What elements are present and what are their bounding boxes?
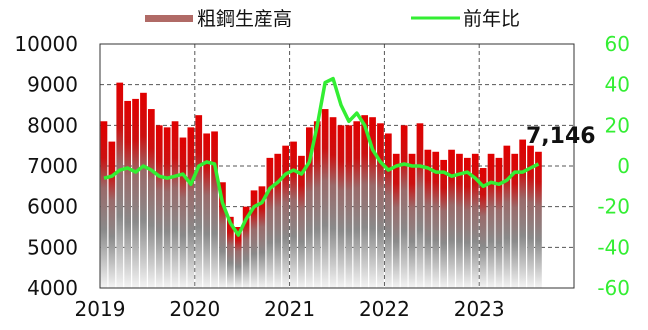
bar-2023-02: [487, 153, 495, 288]
right-tick-label: 40: [605, 73, 630, 97]
right-tick-label: 60: [605, 32, 630, 56]
bar-2021-07: [337, 125, 345, 288]
bar-2022-09: [448, 149, 455, 288]
bar-2019-09: [163, 127, 171, 288]
bar-2020-05: [227, 216, 234, 288]
bar-2020-10: [266, 157, 274, 288]
x-tick-label: 2022: [359, 297, 410, 321]
bar-2023-05: [511, 153, 519, 288]
bar-2021-03: [306, 127, 313, 288]
bar-2019-01: [100, 121, 108, 289]
bar-2023-08: [535, 151, 542, 288]
x-tick-label: 2020: [169, 297, 220, 321]
x-tick-label: 2019: [75, 297, 126, 321]
bar-2021-05: [321, 109, 329, 288]
bar-2022-07: [432, 151, 440, 288]
bar-2020-04: [219, 182, 226, 288]
bar-2019-06: [140, 92, 147, 288]
bar-2020-01: [195, 115, 203, 289]
bar-2020-06: [234, 227, 242, 288]
legend: 粗鋼生産高 前年比: [145, 8, 520, 30]
bar-2019-04: [124, 100, 131, 288]
gridlines: [100, 44, 574, 288]
bar-2023-01: [479, 168, 487, 288]
bar-2022-06: [424, 149, 432, 288]
left-axis: 10000 9000 8000 7000 6000 5000 4000: [14, 32, 78, 300]
bar-2022-10: [456, 153, 463, 288]
legend-line-label: 前年比: [463, 8, 520, 30]
bar-2021-09: [353, 121, 361, 289]
legend-bar-label: 粗鋼生産高: [197, 8, 292, 30]
right-axis: 60 40 20 0 -20 -40 -60: [597, 32, 630, 300]
bar-2019-10: [171, 121, 179, 289]
yoy-line-series: [103, 76, 540, 237]
bar-2019-11: [179, 137, 187, 288]
bar-2021-08: [345, 125, 353, 288]
bar-2021-10: [361, 115, 368, 289]
bar-2022-04: [408, 153, 416, 288]
x-tick-label: 2023: [454, 297, 505, 321]
left-tick-label: 6000: [27, 195, 78, 219]
bar-2019-02: [108, 141, 116, 288]
bar-2020-09: [258, 186, 266, 288]
bar-2022-02: [392, 153, 400, 288]
bar-2022-03: [400, 125, 408, 288]
bar-2020-08: [250, 190, 258, 288]
bar-2022-01: [385, 133, 392, 288]
bar-2022-12: [471, 153, 479, 288]
left-tick-label: 9000: [27, 73, 78, 97]
bar-2021-01: [290, 141, 297, 288]
bar-2023-03: [495, 157, 503, 288]
right-tick-label: -60: [597, 276, 630, 300]
right-tick-label: -20: [597, 195, 630, 219]
bar-2019-05: [132, 98, 139, 289]
x-tick-label: 2021: [264, 297, 315, 321]
x-axis: 2019 2020 2021 2022 2023: [75, 297, 505, 321]
bar-2020-12: [282, 145, 289, 288]
bar-2023-04: [503, 145, 511, 288]
left-tick-label: 10000: [14, 32, 78, 56]
bar-2021-06: [329, 117, 337, 288]
bar-2023-07: [527, 145, 534, 288]
latest-value-annotation: 7,146: [526, 124, 596, 149]
bar-2020-07: [242, 206, 250, 288]
bar-2019-08: [155, 125, 163, 288]
bar-2022-11: [464, 157, 471, 288]
left-tick-label: 8000: [27, 113, 78, 137]
bar-2023-06: [519, 139, 526, 288]
bar-2022-05: [416, 123, 424, 288]
left-tick-label: 4000: [27, 276, 78, 300]
bar-2020-02: [203, 133, 210, 288]
bar-2019-07: [148, 109, 155, 288]
bar-2022-08: [440, 159, 447, 288]
left-tick-label: 5000: [27, 235, 78, 259]
right-tick-label: 20: [605, 113, 630, 137]
bar-2019-03: [116, 82, 124, 288]
bars: [100, 82, 542, 289]
bar-2019-12: [187, 127, 195, 288]
yoy-line: [103, 76, 540, 237]
right-tick-label: 0: [617, 154, 630, 178]
left-tick-label: 7000: [27, 154, 78, 178]
bar-2021-12: [377, 123, 384, 288]
bar-2020-03: [211, 131, 218, 288]
right-tick-label: -40: [597, 235, 630, 259]
bar-2021-02: [298, 155, 305, 288]
bar-2021-11: [369, 117, 376, 288]
bar-2021-04: [313, 121, 321, 289]
bar-2020-11: [274, 153, 282, 288]
plot-frame: [99, 43, 575, 289]
legend-bar-swatch: [145, 15, 193, 22]
